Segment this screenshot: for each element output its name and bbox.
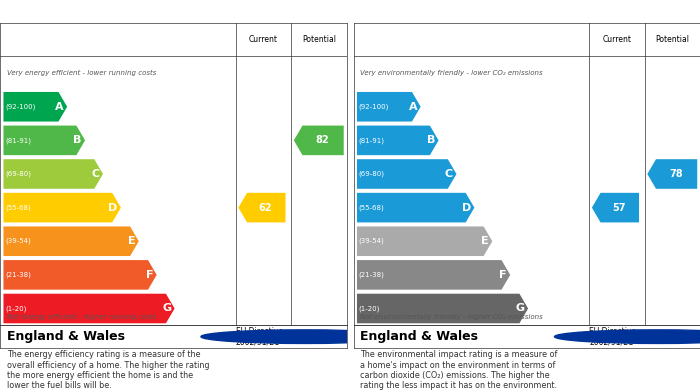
Polygon shape [648,159,697,189]
Text: Not environmentally friendly - higher CO₂ emissions: Not environmentally friendly - higher CO… [360,314,543,320]
Text: Current: Current [248,35,278,44]
Circle shape [201,330,409,343]
Text: A: A [409,102,417,112]
Text: 62: 62 [259,203,272,213]
Text: B: B [74,135,82,145]
Text: 78: 78 [669,169,682,179]
Polygon shape [4,193,121,222]
Text: England & Wales: England & Wales [360,330,478,343]
Text: C: C [92,169,99,179]
Polygon shape [357,260,510,290]
Text: EU Directive
2002/91/EC: EU Directive 2002/91/EC [589,327,636,346]
Text: (92-100): (92-100) [358,104,389,110]
Polygon shape [357,226,492,256]
Text: 57: 57 [612,203,626,213]
Text: The energy efficiency rating is a measure of the
overall efficiency of a home. T: The energy efficiency rating is a measur… [7,350,209,390]
Text: ★
★: ★ ★ [302,331,307,342]
Text: F: F [146,270,153,280]
Text: (55-68): (55-68) [5,204,31,211]
Polygon shape [294,126,344,155]
Polygon shape [592,193,639,222]
Text: Very energy efficient - lower running costs: Very energy efficient - lower running co… [7,70,156,76]
Polygon shape [239,193,286,222]
Text: E: E [481,236,489,246]
Text: Environmental Impact (CO₂) Rating: Environmental Impact (CO₂) Rating [360,5,593,18]
Text: EU Directive
2002/91/EC: EU Directive 2002/91/EC [236,327,283,346]
Text: 82: 82 [316,135,329,145]
Text: C: C [445,169,453,179]
Text: (92-100): (92-100) [5,104,36,110]
Text: A: A [55,102,64,112]
Text: E: E [127,236,135,246]
Polygon shape [4,260,157,290]
Polygon shape [4,226,139,256]
Text: (69-80): (69-80) [5,171,32,177]
Polygon shape [4,159,103,189]
Polygon shape [4,294,174,323]
Text: England & Wales: England & Wales [7,330,125,343]
Text: (55-68): (55-68) [358,204,384,211]
Polygon shape [357,193,475,222]
Text: B: B [427,135,435,145]
Text: Potential: Potential [302,35,336,44]
Text: (1-20): (1-20) [5,305,27,312]
Polygon shape [357,92,421,122]
Polygon shape [4,126,85,155]
Text: ★
★: ★ ★ [656,331,661,342]
Text: D: D [108,203,118,213]
Polygon shape [357,294,528,323]
Text: (39-54): (39-54) [5,238,31,244]
Text: Current: Current [602,35,631,44]
Circle shape [554,330,700,343]
Polygon shape [357,159,456,189]
Text: G: G [162,303,171,314]
Text: (1-20): (1-20) [358,305,380,312]
Text: (81-91): (81-91) [358,137,385,143]
Text: Energy Efficiency Rating: Energy Efficiency Rating [7,5,169,18]
Text: (69-80): (69-80) [358,171,385,177]
Text: (81-91): (81-91) [5,137,32,143]
Text: (21-38): (21-38) [358,272,384,278]
Text: F: F [499,270,507,280]
Text: D: D [462,203,471,213]
Text: Potential: Potential [655,35,690,44]
Text: The environmental impact rating is a measure of
a home's impact on the environme: The environmental impact rating is a mea… [360,350,558,390]
Text: (21-38): (21-38) [5,272,31,278]
Text: Not energy efficient - higher running costs: Not energy efficient - higher running co… [7,314,156,320]
Text: G: G [515,303,524,314]
Polygon shape [4,92,67,122]
Text: Very environmentally friendly - lower CO₂ emissions: Very environmentally friendly - lower CO… [360,70,543,76]
Polygon shape [357,126,439,155]
Text: (39-54): (39-54) [358,238,384,244]
